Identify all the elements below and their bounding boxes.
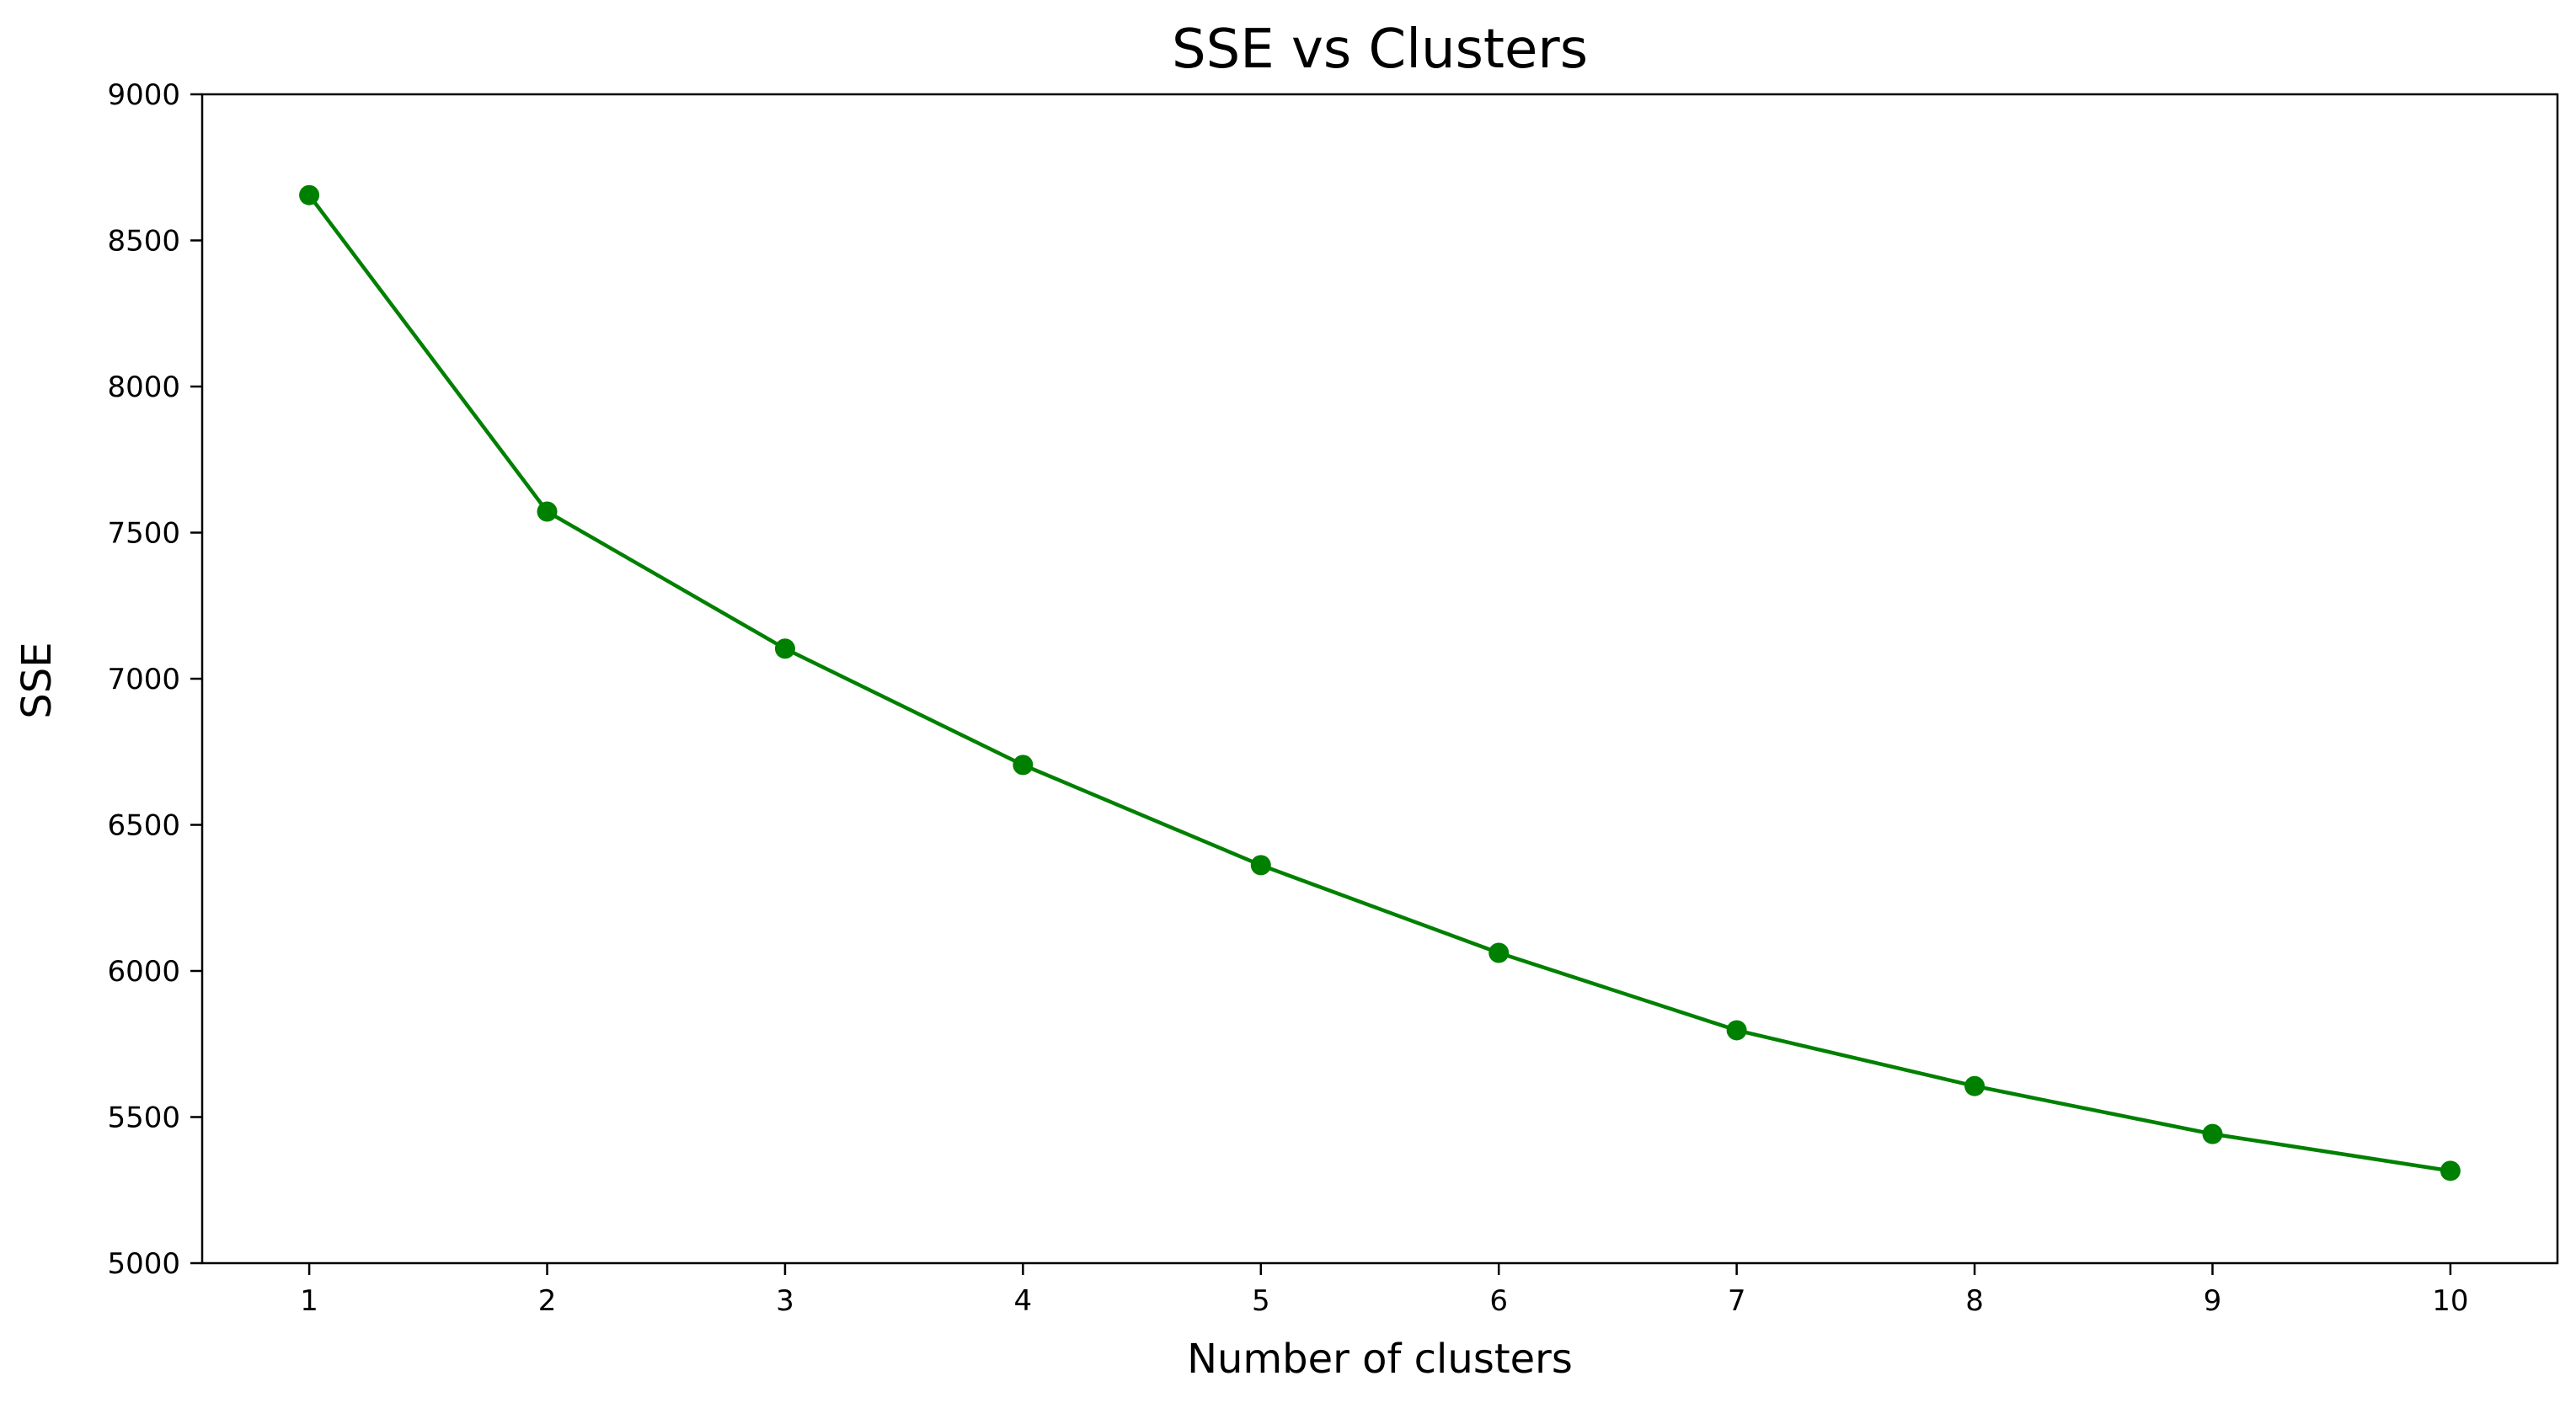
plot-marks <box>299 184 2461 1181</box>
x-tick-label: 2 <box>538 1284 557 1318</box>
data-point <box>774 638 795 659</box>
plot-frame <box>200 93 2559 1265</box>
x-tick-label: 8 <box>1965 1284 1984 1318</box>
y-tick-label: 5000 <box>107 1247 180 1281</box>
data-point <box>299 184 320 205</box>
y-tick-label: 7000 <box>107 663 180 696</box>
x-axis-label: Number of clusters <box>1187 1336 1573 1383</box>
y-tick-label: 5500 <box>107 1101 180 1135</box>
data-point <box>1726 1020 1747 1041</box>
x-tick-label: 4 <box>1014 1284 1033 1318</box>
x-tick-label: 6 <box>1489 1284 1508 1318</box>
plot-axes: 1 2 3 4 5 6 7 8 9 10 5000 5500 6000 6500 7000 7500 8000 8… <box>107 78 2468 1318</box>
chart-title: SSE vs Clusters <box>1172 19 1588 81</box>
x-tick-label: 5 <box>1252 1284 1270 1318</box>
y-tick-label: 6500 <box>107 809 180 843</box>
x-tick-label: 9 <box>2204 1284 2222 1318</box>
series-line <box>307 194 2451 1173</box>
data-point <box>1964 1075 1985 1096</box>
y-axis-label: SSE <box>13 642 61 718</box>
y-tick-label: 7500 <box>107 517 180 551</box>
data-point <box>2202 1123 2223 1144</box>
x-tick-label: 10 <box>2432 1284 2468 1318</box>
data-point <box>1250 855 1271 876</box>
y-tick-label: 8000 <box>107 371 180 404</box>
x-tick-label: 7 <box>1728 1284 1746 1318</box>
x-tick-label: 1 <box>300 1284 318 1318</box>
x-tick-label: 3 <box>776 1284 794 1318</box>
y-tick-label: 8500 <box>107 225 180 259</box>
data-point <box>1488 942 1510 963</box>
data-point <box>1013 755 1034 776</box>
data-point <box>537 501 558 522</box>
data-point <box>2440 1160 2461 1181</box>
y-tick-label: 6000 <box>107 955 180 989</box>
y-tick-label: 9000 <box>107 78 180 112</box>
